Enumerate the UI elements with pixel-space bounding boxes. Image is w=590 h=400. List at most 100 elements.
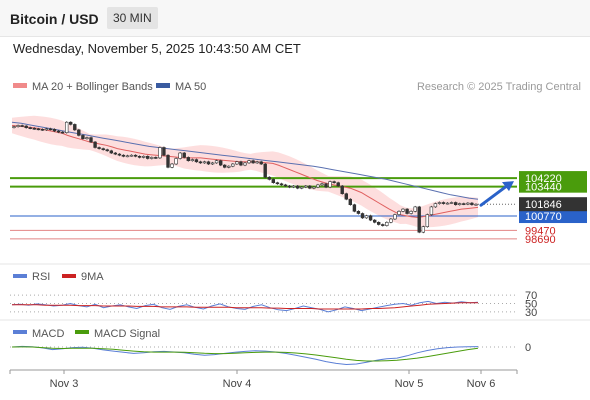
resistance-label-box [519, 171, 587, 193]
candle-body [433, 203, 438, 208]
candlesticks [12, 121, 478, 234]
candle-body [344, 193, 348, 200]
rsi-legend-swatch [13, 274, 27, 278]
candle-body [381, 224, 385, 226]
candle-body [24, 125, 28, 129]
candle-body [28, 127, 32, 129]
candle-body [182, 152, 186, 158]
candle-body [389, 218, 393, 223]
macd-signal-line [11, 346, 479, 362]
candle-body [332, 181, 336, 184]
ma50-legend-swatch [156, 83, 170, 88]
candle-body [247, 160, 251, 164]
candle-body [20, 125, 24, 127]
candle-body [397, 211, 401, 215]
macd-legend-label: MACD [32, 328, 64, 340]
candle-body [466, 202, 470, 205]
rsi-ma-legend-swatch [62, 274, 76, 278]
candle-body [437, 202, 442, 204]
candle-body [283, 184, 288, 187]
candle-body [133, 154, 138, 157]
candle-body [413, 206, 417, 212]
candle-body [393, 214, 397, 220]
candle-body [340, 185, 344, 194]
candle-body [239, 161, 243, 166]
candle-body [308, 185, 312, 189]
candle-body [360, 213, 365, 219]
rsi-tick-50: 50 [525, 299, 537, 311]
candle-body [210, 162, 215, 165]
candle-body [299, 186, 304, 189]
candle-body [271, 179, 275, 183]
candle-body [368, 215, 373, 221]
ma20-legend-label: MA 20 + Bollinger Bands [32, 81, 153, 93]
candle-body [259, 161, 263, 165]
candle-body [287, 185, 292, 188]
candle-body [441, 202, 446, 204]
candle-body [129, 154, 134, 157]
chart-datetime: Wednesday, November 5, 2025 10:43:50 AM … [13, 41, 301, 56]
current-price-box [519, 197, 587, 212]
candle-body [77, 129, 81, 136]
macd-legend-swatch [13, 330, 27, 334]
candle-body [352, 204, 357, 212]
candle-body [429, 206, 434, 215]
candle-body [32, 128, 37, 130]
forecast-arrow-head [502, 181, 514, 192]
candle-body [312, 186, 316, 189]
candle-body [170, 163, 174, 168]
candle-body [291, 185, 296, 188]
candle-body [214, 160, 219, 164]
rsi-ma-line [12, 302, 478, 310]
bollinger-band-area [12, 115, 478, 228]
level-label-99470: 99470 [525, 225, 556, 237]
candle-body [328, 181, 332, 188]
ma50-legend-label: MA 50 [175, 81, 206, 93]
candle-body [202, 161, 207, 164]
candle-body [324, 183, 328, 188]
candle-body [89, 137, 93, 143]
candle-body [206, 161, 211, 165]
candle-body [142, 156, 146, 158]
candle-body [60, 131, 65, 134]
rsi-tick-30: 30 [525, 307, 537, 319]
macd-panel: 0 [10, 342, 531, 366]
candle-body [48, 128, 53, 131]
candle-body [255, 161, 259, 164]
candle-body [69, 121, 73, 125]
candle-body [231, 163, 235, 167]
candle-body [405, 208, 409, 214]
candle-body [304, 185, 308, 188]
ma20-legend-swatch [13, 83, 27, 88]
candle-body [12, 126, 16, 128]
candle-body [137, 156, 142, 158]
candle-body [194, 159, 199, 163]
level-label-103440: 103440 [525, 182, 562, 194]
candle-body [44, 128, 49, 131]
candle-body [158, 147, 162, 159]
level-label-98690: 98690 [525, 234, 556, 246]
candle-body [316, 184, 320, 188]
candle-body [40, 129, 45, 131]
candle-body [56, 130, 61, 133]
timeframe-badge[interactable]: 30 MIN [107, 7, 158, 29]
current-price-label: 101846 [525, 199, 562, 211]
candle-body [178, 152, 182, 159]
candle-body [162, 147, 166, 156]
candle-body [470, 202, 474, 206]
candle-body [267, 176, 271, 180]
candle-body [97, 147, 101, 149]
candle-body [219, 160, 223, 166]
candle-body [275, 182, 280, 185]
candle-body [190, 159, 194, 162]
candle-body [81, 135, 85, 139]
candle-body [105, 149, 109, 152]
candle-body [462, 203, 466, 205]
x-tick-label: Nov 5 [395, 378, 424, 390]
candle-body [425, 214, 429, 228]
candle-body [251, 160, 255, 164]
candle-body [409, 211, 413, 214]
